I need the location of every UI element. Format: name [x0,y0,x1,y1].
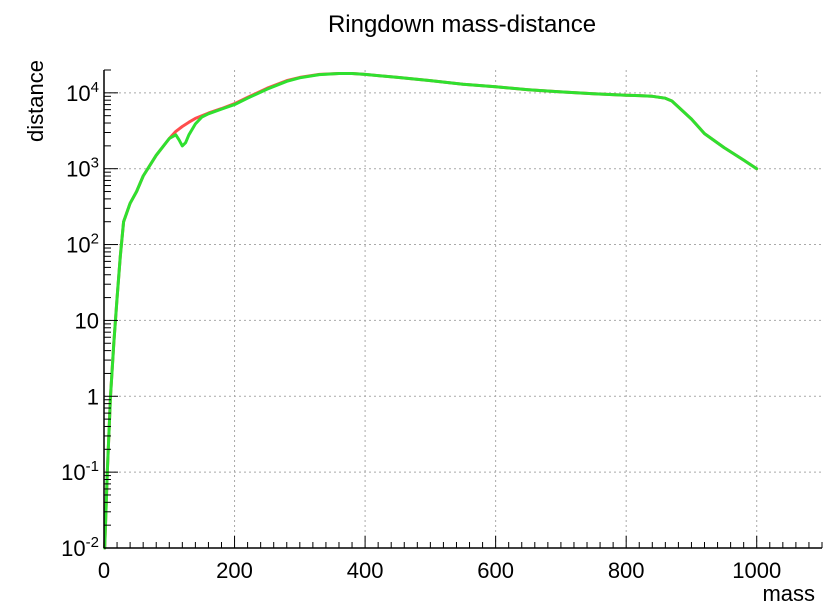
y-tick-label: 10-2 [61,534,99,561]
x-tick-label: 200 [216,558,253,583]
y-tick-label: 10-1 [61,458,99,485]
y-tick-label: 103 [66,155,99,182]
series-line-green [103,72,759,550]
x-tick-label: 1000 [732,558,781,583]
x-tick-label: 600 [477,558,514,583]
x-tick-label: 0 [98,558,110,583]
axes-layer [103,69,823,549]
x-tick-label: 400 [347,558,384,583]
y-tick-label: 104 [66,79,99,106]
y-tick-label: 1 [87,384,99,409]
x-axis-title: mass [762,581,815,606]
y-tick-label: 10 [75,308,99,333]
labels-layer: 0 200 400 600 800 1000 10-2 10-1 1 10 102 103 104 [61,79,781,583]
chart-title: Ringdown mass-distance [328,11,596,38]
series-layer [103,72,759,550]
x-tick-label: 800 [608,558,645,583]
y-axis-title: distance [23,60,48,142]
y-tick-label: 102 [66,231,99,258]
